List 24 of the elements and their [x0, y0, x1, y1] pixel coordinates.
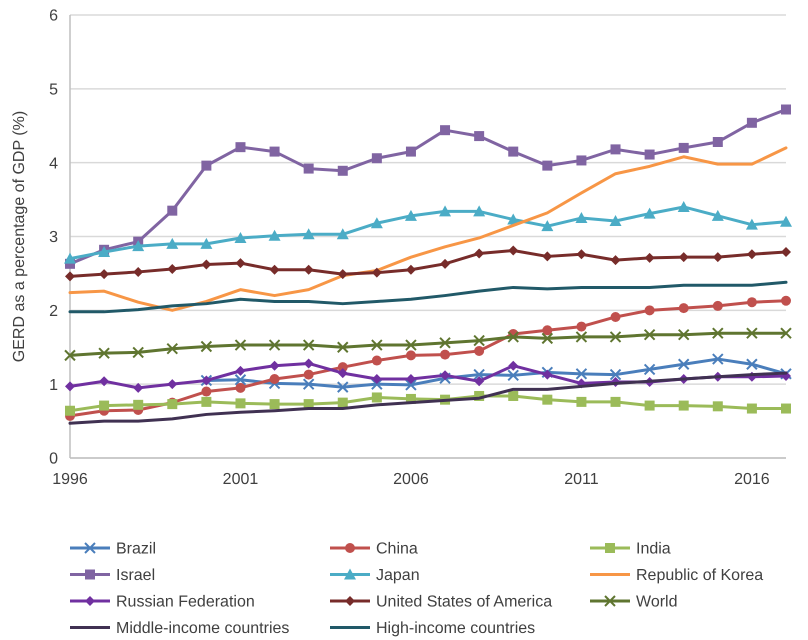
x-tick-label: 2001 [222, 471, 258, 488]
legend-label: Brazil [116, 540, 156, 558]
x-tick-label: 2016 [734, 471, 770, 488]
y-axis-title: GERD as a percentage of GDP (%) [11, 110, 28, 362]
legend-label: United States of America [376, 594, 552, 611]
y-tick-label: 2 [49, 302, 58, 320]
legend-label: High-income countries [376, 620, 536, 638]
y-tick-label: 4 [49, 155, 58, 172]
y-tick-label: 6 [49, 8, 58, 25]
y-tick-label: 0 [49, 450, 58, 468]
legend-label: Russian Federation [116, 594, 255, 611]
y-tick-label: 1 [49, 376, 58, 394]
y-tick-label: 3 [49, 229, 58, 246]
legend-label: Japan [376, 567, 420, 584]
legend-label: Republic of Korea [636, 567, 764, 584]
x-tick-label: 1996 [52, 471, 88, 488]
x-tick-label: 2006 [393, 471, 429, 488]
legend-label: Israel [116, 567, 156, 584]
legend-label: Middle-income countries [116, 620, 290, 638]
legend-label: World [636, 594, 678, 611]
y-tick-label: 5 [49, 81, 58, 98]
legend-label: China [376, 540, 418, 558]
x-tick-label: 2011 [564, 471, 599, 488]
legend-label: India [636, 540, 671, 558]
